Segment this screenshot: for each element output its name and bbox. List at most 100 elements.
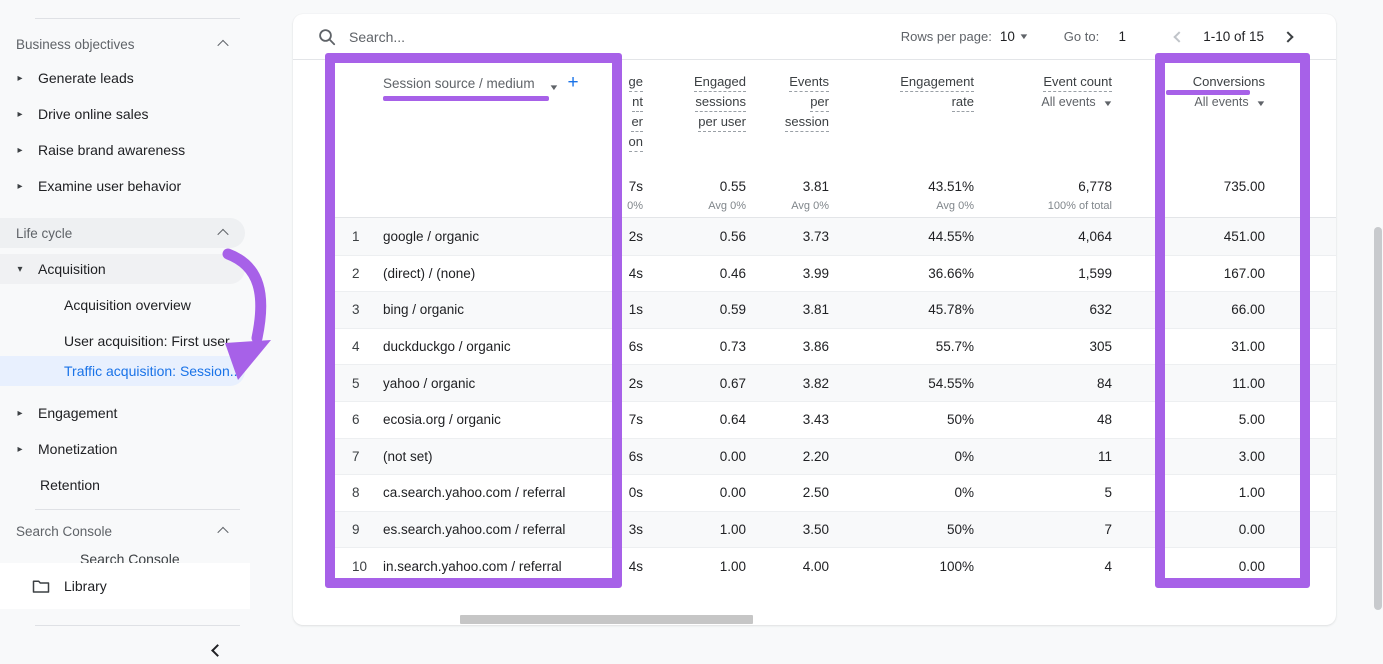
table-toolbar: Rows per page: 10 ▼ Go to: 1-10 of 15 [293,14,1336,60]
event-count-value: 305 [1089,339,1112,355]
sidebar-item-search-console-clipped[interactable]: Search Console [80,551,240,563]
avg-engagement-time-value: 1s [628,302,643,318]
sidebar-divider [35,509,240,510]
conversions-value: 451.00 [1223,228,1265,244]
sidebar-divider [35,625,240,626]
engagement-rate-value: 36.66% [928,265,974,281]
collapse-down-icon[interactable]: ▾ [17,263,23,275]
dimension-cell: 1 google / organic [330,218,622,255]
collapse-sidebar-button[interactable] [205,638,229,662]
column-header-avg-engagement-time-truncated[interactable]: ge nt er on [622,60,643,165]
column-header-event-count[interactable]: Event count All events ▼ [974,60,1113,165]
table-row[interactable]: 1 google / organic 2s 0.56 3.73 44.55% 4… [330,218,1336,255]
chevron-up-icon[interactable] [217,526,229,539]
expand-right-icon[interactable]: ▸ [17,108,23,120]
event-count-value: 1,599 [1078,265,1112,281]
engagement-rate-value: 100% [939,558,974,574]
search-input[interactable] [349,28,649,45]
horizontal-scrollbar-thumb[interactable] [460,615,753,624]
event-count-value: 5 [1104,485,1112,501]
sidebar-item-raise-brand-awareness[interactable]: ▸ Raise brand awareness [0,136,245,164]
sidebar-item-label: Generate leads [38,70,134,86]
section-search-console[interactable]: Search Console [0,517,245,545]
column-header-engagement-rate[interactable]: Engagement rate [829,60,974,165]
add-dimension-button[interactable]: + [567,72,579,93]
previous-page-button[interactable] [1167,25,1191,49]
engaged-sessions-per-user-value: 0.46 [719,265,746,281]
dimension-cell: 10 in.search.yahoo.com / referral [330,548,622,584]
row-number: 1 [352,228,360,244]
expand-right-icon[interactable]: ▸ [17,180,23,192]
totals-conversions: 735.00 [1223,179,1265,194]
conversions-value: 0.00 [1238,522,1265,538]
table-body: 1 google / organic 2s 0.56 3.73 44.55% 4… [293,218,1336,584]
row-number: 3 [352,302,360,318]
rows-per-page-select[interactable]: 10 ▼ [999,29,1030,44]
table-row[interactable]: 6 ecosia.org / organic 7s 0.64 3.43 50% … [330,400,1336,438]
chevron-up-icon[interactable] [217,39,229,52]
events-per-session-value: 3.43 [802,412,829,428]
column-header-engaged-sessions-per-user[interactable]: Engaged sessions per user [643,60,746,165]
session-source-medium-value: bing / organic [383,302,465,318]
sidebar-item-engagement[interactable]: ▸ Engagement [0,399,245,427]
event-count-value: 4,064 [1078,228,1112,244]
engagement-rate-value: 50% [946,412,974,428]
sidebar-item-drive-online-sales[interactable]: ▸ Drive online sales [0,100,245,128]
sidebar-item-examine-user-behavior[interactable]: ▸ Examine user behavior [0,172,245,200]
session-source-medium-value: google / organic [383,228,480,244]
column-header-conversions[interactable]: Conversions All events ▼ [1112,60,1267,165]
expand-right-icon[interactable]: ▸ [17,443,23,455]
sidebar-item-retention[interactable]: Retention [0,471,245,499]
table-row[interactable]: 7 (not set) 6s 0.00 2.20 0% 11 3.00 [330,437,1336,475]
engagement-rate-value: 54.55% [928,375,974,391]
goto-label: Go to: [1063,29,1100,44]
event-filter-dropdown[interactable]: All events ▼ [1041,95,1113,109]
engaged-sessions-per-user-value: 0.00 [719,485,746,501]
column-header-events-per-session[interactable]: Events per session [746,60,829,165]
dimension-cell: 8 ca.search.yahoo.com / referral [330,475,622,511]
totals-events-per-session: 3.81 Avg 0% [791,179,829,212]
engaged-sessions-per-user-value: 0.67 [719,375,746,391]
conversion-filter-dropdown[interactable]: All events ▼ [1194,95,1266,109]
chevron-down-icon[interactable]: ▼ [547,83,560,92]
sidebar-item-user-acquisition[interactable]: User acquisition: First user .. [0,327,245,355]
sidebar-item-acquisition[interactable]: ▾ Acquisition [0,254,245,284]
sidebar-item-label: Raise brand awareness [38,142,186,158]
chevron-down-icon: ▼ [1018,32,1030,41]
table-row[interactable]: 5 yahoo / organic 2s 0.67 3.82 54.55% 84… [330,364,1336,401]
avg-engagement-time-value: 7s [628,412,643,428]
vertical-scrollbar-thumb[interactable] [1374,227,1382,610]
next-page-button[interactable] [1276,25,1300,49]
table-row[interactable]: 9 es.search.yahoo.com / referral 3s 1.00… [330,510,1336,548]
column-header-session-source-medium[interactable]: Session source / medium ▼ + [330,60,622,165]
session-source-medium-value: yahoo / organic [383,375,476,391]
chevron-up-icon[interactable] [217,228,229,241]
pagination-controls: Rows per page: 10 ▼ Go to: 1-10 of 15 [901,25,1300,49]
row-number: 7 [352,448,360,464]
totals-dimension-cell [330,165,622,217]
event-count-value: 4 [1104,558,1112,574]
sidebar-item-library[interactable]: Library [0,563,250,609]
table-row[interactable]: 4 duckduckgo / organic 6s 0.73 3.86 55.7… [330,327,1336,365]
goto-page-input[interactable] [1107,29,1138,44]
sidebar-item-traffic-acquisition-selected[interactable]: Traffic acquisition: Session... [0,356,245,386]
search-bar[interactable] [318,28,901,46]
table-row[interactable]: 3 bing / organic 1s 0.59 3.81 45.78% 632… [330,291,1336,328]
sidebar-item-label: Library [64,578,107,594]
table-row[interactable]: 8 ca.search.yahoo.com / referral 0s 0.00… [330,474,1336,511]
table-row[interactable]: 10 in.search.yahoo.com / referral 4s 1.0… [330,547,1336,584]
section-life-cycle[interactable]: Life cycle [0,218,245,248]
session-source-medium-value: ca.search.yahoo.com / referral [383,485,566,501]
row-number: 5 [352,375,360,391]
expand-right-icon[interactable]: ▸ [17,144,23,156]
engaged-sessions-per-user-value: 0.64 [719,412,746,428]
totals-event-count: 6,778 100% of total [1047,179,1112,212]
section-business-objectives[interactable]: Business objectives [0,30,245,58]
sidebar-item-acquisition-overview[interactable]: Acquisition overview [0,291,245,319]
table-row[interactable]: 2 (direct) / (none) 4s 0.46 3.99 36.66% … [330,254,1336,292]
sidebar-item-generate-leads[interactable]: ▸ Generate leads [0,64,245,92]
expand-right-icon[interactable]: ▸ [17,72,23,84]
engaged-sessions-per-user-value: 1.00 [719,522,746,538]
expand-right-icon[interactable]: ▸ [17,407,23,419]
sidebar-item-monetization[interactable]: ▸ Monetization [0,435,245,463]
